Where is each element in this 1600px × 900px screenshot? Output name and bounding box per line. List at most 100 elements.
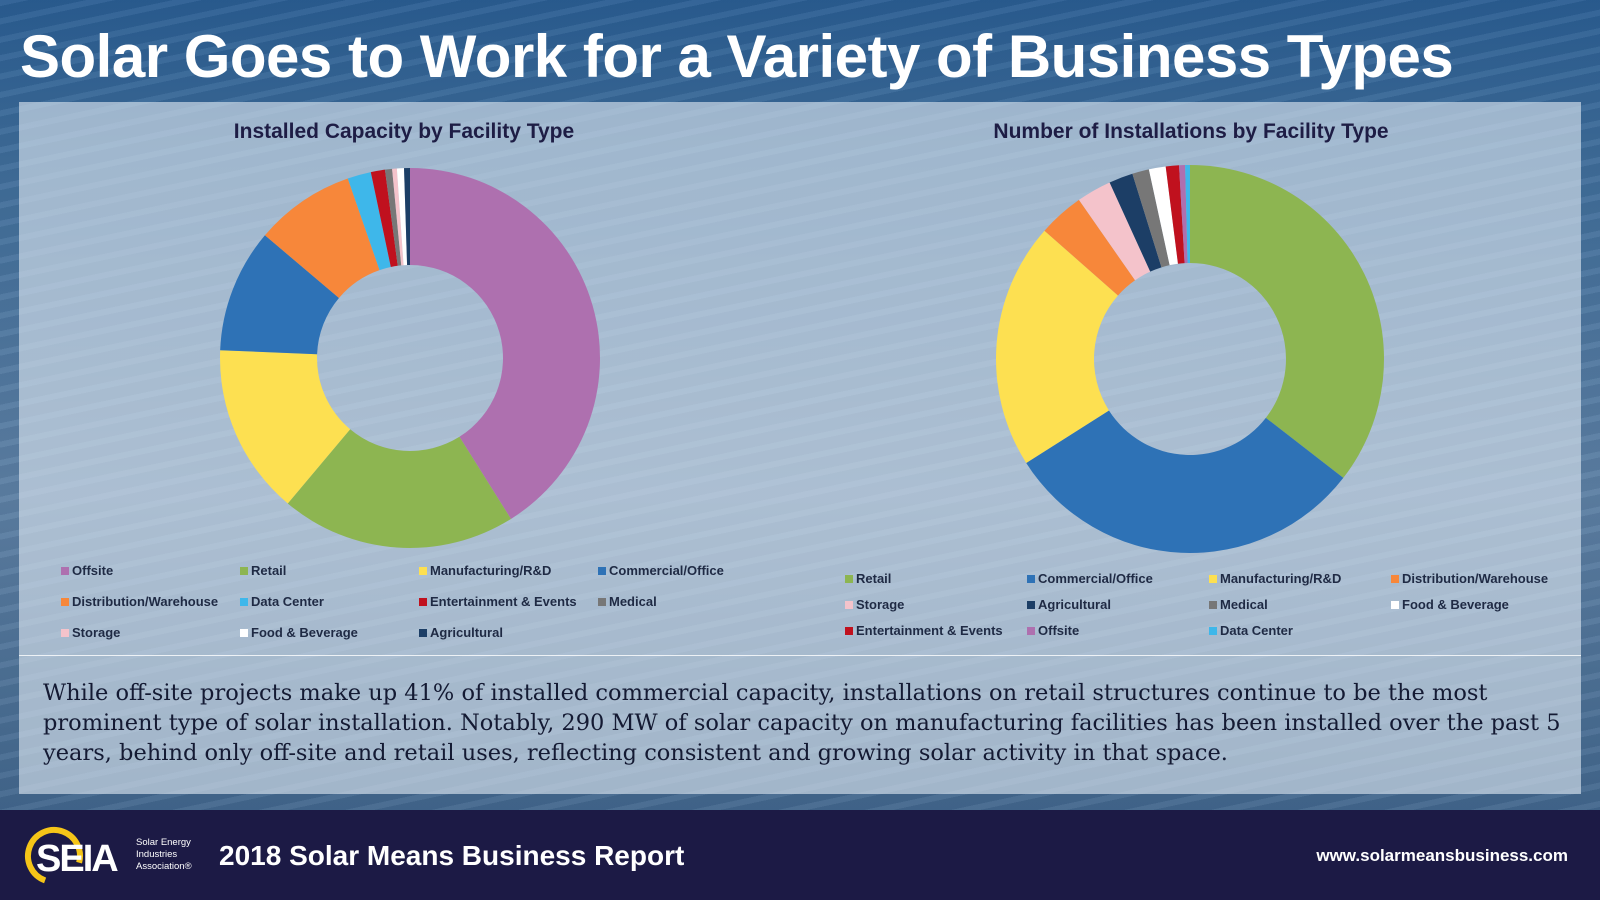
legend-label: Entertainment & Events [856, 623, 1003, 638]
legend-swatch [61, 597, 69, 606]
legend-label: Distribution/Warehouse [1402, 571, 1549, 586]
legend-swatch [61, 566, 69, 575]
svg-text:Solar Energy: Solar Energy [136, 837, 191, 848]
capacity-slice-medical [384, 168, 402, 266]
capacity-legend-item-entertainment-and-events: Entertainment & Events [419, 594, 577, 609]
chart-title-installed-capacity: Installed Capacity by Facility Type [233, 120, 575, 143]
installations-slice-offsite [1179, 165, 1188, 264]
legend-swatch [1391, 600, 1399, 609]
legend-swatch [240, 628, 248, 637]
capacity-legend-item-offsite: Offsite [61, 563, 113, 578]
installations-legend-item-storage: Storage [845, 597, 904, 612]
legend-swatch [1027, 574, 1035, 583]
capacity-legend-item-food-and-beverage: Food & Beverage [240, 625, 358, 640]
legend-label: Data Center [1220, 623, 1293, 638]
installations-legend-item-medical: Medical [1209, 597, 1268, 612]
capacity-slice-agricultural [404, 168, 410, 266]
panel-divider [19, 655, 1581, 656]
capacity-slice-storage [392, 168, 404, 266]
installations-legend-item-entertainment-and-events: Entertainment & Events [845, 623, 1003, 638]
legend-label: Entertainment & Events [430, 594, 577, 609]
legend-swatch [240, 566, 248, 575]
footer-bar: SEIA Solar Energy Industries Association… [0, 810, 1600, 900]
legend-label: Retail [856, 571, 892, 586]
legend-swatch [1391, 574, 1399, 583]
legend-label: Food & Beverage [1402, 597, 1509, 612]
legend-swatch [419, 628, 427, 637]
capacity-legend-item-commercial-office: Commercial/Office [598, 563, 724, 578]
installations-slice-retail [1190, 165, 1384, 478]
capacity-slice-distribution-warehouse [264, 178, 380, 298]
legend-swatch [845, 600, 853, 609]
legend-label: Agricultural [1038, 597, 1111, 612]
legend-label: Agricultural [430, 625, 503, 640]
legend-label: Food & Beverage [251, 625, 358, 640]
legend-label: Offsite [1038, 623, 1080, 638]
chart-title-number-of-installations: Number of Installations by Facility Type [993, 120, 1389, 143]
legend-label: Commercial/Office [609, 563, 724, 578]
charts-panel: Installed Capacity by Facility Type Numb… [19, 102, 1581, 794]
legend-swatch [598, 597, 606, 606]
installations-slice-data-center [1185, 165, 1190, 264]
legend-swatch [419, 597, 427, 606]
website-link[interactable]: www.solarmeansbusiness.com [1316, 846, 1568, 865]
summary-caption: While off-site projects make up 41% of i… [43, 680, 1561, 766]
legend-label: Medical [609, 594, 657, 609]
legend-swatch [61, 628, 69, 637]
capacity-slice-retail [287, 429, 511, 548]
capacity-slice-offsite [410, 168, 600, 519]
installations-legend-item-retail: Retail [845, 571, 891, 586]
svg-text:SEIA: SEIA [36, 838, 118, 880]
legend-label: Distribution/Warehouse [72, 594, 219, 609]
legend-label: Storage [856, 597, 905, 612]
legend-swatch [1209, 600, 1217, 609]
legend-swatch [1027, 626, 1035, 635]
legend-swatch [845, 574, 853, 583]
installations-legend-item-offsite: Offsite [1027, 623, 1079, 638]
legend-swatch [419, 566, 427, 575]
capacity-legend-item-retail: Retail [240, 563, 286, 578]
legend-swatch [845, 626, 853, 635]
installations-legend-item-manufacturing-randd: Manufacturing/R&D [1209, 571, 1341, 586]
installations-legend-item-agricultural: Agricultural [1027, 597, 1111, 612]
installations-slice-agricultural [1109, 173, 1162, 272]
installations-legend-item-distribution-warehouse: Distribution/Warehouse [1391, 571, 1548, 586]
legend-label: Storage [72, 625, 121, 640]
installations-slice-entertainment-and-events [1165, 165, 1185, 264]
capacity-legend-item-storage: Storage [61, 625, 120, 640]
capacity-slice-food-and-beverage [396, 168, 408, 266]
legend-label: Retail [251, 563, 287, 578]
capacity-slice-entertainment-and-events [370, 169, 398, 267]
legend-label: Manufacturing/R&D [430, 563, 552, 578]
legend-label: Manufacturing/R&D [1220, 571, 1342, 586]
report-title: 2018 Solar Means Business Report [219, 840, 685, 871]
installations-slice-food-and-beverage [1148, 166, 1178, 266]
installations-legend-item-data-center: Data Center [1209, 623, 1293, 638]
installations-slice-storage [1078, 182, 1151, 281]
installations-legend-item-commercial-office: Commercial/Office [1027, 571, 1153, 586]
installations-slice-commercial-office [1026, 410, 1344, 553]
svg-text:Association®: Association® [136, 861, 192, 872]
legend-swatch [598, 566, 606, 575]
legend-label: Data Center [251, 594, 324, 609]
slide-title: Solar Goes to Work for a Variety of Busi… [20, 23, 1454, 90]
seia-logo: SEIA Solar Energy Industries Association… [25, 827, 192, 885]
svg-text:Industries: Industries [136, 849, 177, 860]
legend-label: Offsite [72, 563, 114, 578]
capacity-legend-item-data-center: Data Center [240, 594, 324, 609]
capacity-legend-item-distribution-warehouse: Distribution/Warehouse [61, 594, 218, 609]
capacity-legend-item-agricultural: Agricultural [419, 625, 503, 640]
installations-legend-item-food-and-beverage: Food & Beverage [1391, 597, 1509, 612]
legend-swatch [1027, 600, 1035, 609]
donut-chart-number-of-installations [995, 165, 1384, 553]
legend-swatch [1209, 626, 1217, 635]
legend-swatch [240, 597, 248, 606]
donut-chart-installed-capacity [220, 168, 600, 548]
legend-label: Commercial/Office [1038, 571, 1153, 586]
capacity-slice-manufacturing-randd [220, 350, 351, 504]
capacity-legend-item-manufacturing-randd: Manufacturing/R&D [419, 563, 551, 578]
capacity-legend-item-medical: Medical [598, 594, 657, 609]
installations-slice-distribution-warehouse [1044, 199, 1136, 296]
installations-slice-manufacturing-randd [995, 230, 1118, 463]
installations-slice-medical [1132, 169, 1170, 268]
